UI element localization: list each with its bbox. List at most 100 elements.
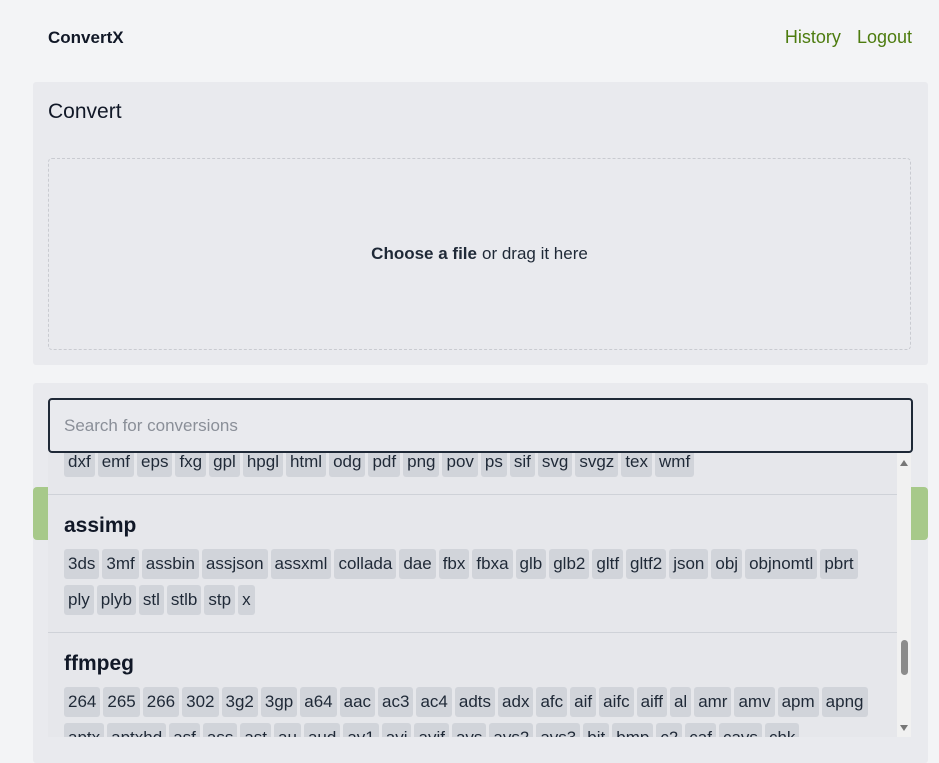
target-tag[interactable]: assxml bbox=[270, 549, 332, 579]
target-tag[interactable]: apm bbox=[777, 687, 819, 717]
convert-panel: Convert Choose a file or drag it here bbox=[33, 82, 928, 365]
target-tag[interactable]: svg bbox=[537, 453, 573, 477]
target-tag[interactable]: obj bbox=[711, 549, 743, 579]
target-tag[interactable]: fbx bbox=[438, 549, 470, 579]
search-input[interactable] bbox=[48, 398, 913, 453]
target-tag[interactable]: collada bbox=[334, 549, 397, 579]
target-tag[interactable]: x bbox=[238, 585, 255, 615]
target-tag[interactable]: glb bbox=[515, 549, 547, 579]
target-tag[interactable]: bmp bbox=[612, 723, 654, 737]
target-tag[interactable]: aif bbox=[570, 687, 597, 717]
logout-link[interactable]: Logout bbox=[856, 27, 912, 47]
target-tag[interactable]: ply bbox=[64, 585, 94, 615]
conversion-group: dxf emf eps fxg gpl hpgl html odg pdf png pov ps sif… bbox=[48, 453, 897, 495]
target-tag[interactable]: pbrt bbox=[820, 549, 858, 579]
target-tag[interactable]: asf bbox=[169, 723, 200, 737]
target-tag[interactable]: avs2 bbox=[489, 723, 534, 737]
target-tag[interactable]: aud bbox=[303, 723, 341, 737]
target-tag[interactable]: json bbox=[669, 549, 709, 579]
target-tag[interactable]: stlb bbox=[166, 585, 202, 615]
target-tag[interactable]: chk bbox=[764, 723, 800, 737]
target-tag[interactable]: avs bbox=[451, 723, 487, 737]
target-tag[interactable]: aifc bbox=[599, 687, 634, 717]
target-tag[interactable]: aptx bbox=[64, 723, 105, 737]
target-tag[interactable]: tex bbox=[621, 453, 652, 477]
target-tag[interactable]: emf bbox=[97, 453, 135, 477]
target-tag[interactable]: fxg bbox=[175, 453, 207, 477]
target-tag[interactable]: pov bbox=[442, 453, 478, 477]
target-tag[interactable]: sif bbox=[509, 453, 535, 477]
target-tag[interactable]: ac4 bbox=[416, 687, 452, 717]
dropzone[interactable]: Choose a file or drag it here bbox=[48, 158, 911, 350]
target-tag[interactable]: 265 bbox=[103, 687, 140, 717]
target-tag[interactable]: 266 bbox=[142, 687, 180, 717]
target-tag[interactable]: html bbox=[285, 453, 327, 477]
target-tag[interactable]: 264 bbox=[64, 687, 101, 717]
target-tag[interactable]: stp bbox=[204, 585, 236, 615]
target-tag[interactable]: wmf bbox=[655, 453, 695, 477]
target-tag[interactable]: avi bbox=[381, 723, 412, 737]
target-tag[interactable]: cavs bbox=[718, 723, 762, 737]
scrollbar-graphic bbox=[900, 460, 908, 731]
target-tag[interactable]: 302 bbox=[182, 687, 219, 717]
target-tag[interactable]: adx bbox=[498, 687, 534, 717]
target-tag[interactable]: odg bbox=[329, 453, 366, 477]
target-tag[interactable]: afc bbox=[536, 687, 568, 717]
target-tag[interactable]: eps bbox=[137, 453, 173, 477]
scrollbar[interactable] bbox=[897, 453, 911, 737]
target-list: 3ds 3mf assbin assjson assxml collada dae fbx fb… bbox=[64, 549, 881, 615]
target-tag[interactable]: a64 bbox=[300, 687, 337, 717]
target-tag[interactable]: ast bbox=[240, 723, 272, 737]
target-tag[interactable]: gpl bbox=[209, 453, 240, 477]
target-tag[interactable]: avs3 bbox=[536, 723, 581, 737]
target-tag[interactable]: au bbox=[274, 723, 301, 737]
target-list: dxf emf eps fxg gpl hpgl html odg pdf png pov ps sif… bbox=[64, 453, 881, 477]
target-tag[interactable]: aiff bbox=[636, 687, 667, 717]
target-tag[interactable]: bit bbox=[583, 723, 610, 737]
target-tag[interactable]: avif bbox=[414, 723, 449, 737]
target-tag[interactable]: apng bbox=[821, 687, 868, 717]
target-tag[interactable]: 3ds bbox=[64, 549, 100, 579]
target-tag[interactable]: caf bbox=[685, 723, 716, 737]
target-tag[interactable]: aptxhd bbox=[107, 723, 167, 737]
target-tag[interactable]: stl bbox=[138, 585, 164, 615]
target-tag[interactable]: 3gp bbox=[260, 687, 298, 717]
target-tag[interactable]: adts bbox=[454, 687, 496, 717]
target-tag[interactable]: ass bbox=[202, 723, 238, 737]
scroll-down[interactable] bbox=[900, 725, 908, 731]
target-tag[interactable]: plyb bbox=[96, 585, 136, 615]
target-tag[interactable]: dxf bbox=[64, 453, 95, 477]
target-tag[interactable]: aac bbox=[339, 687, 376, 717]
target-tag[interactable]: amv bbox=[734, 687, 775, 717]
target-tag[interactable]: dae bbox=[399, 549, 436, 579]
panel-title: Convert bbox=[48, 100, 122, 123]
target-tag[interactable]: png bbox=[403, 453, 440, 477]
scroll-up[interactable] bbox=[900, 460, 908, 466]
group-name: assimp bbox=[64, 514, 137, 537]
target-tag[interactable]: ac3 bbox=[378, 687, 414, 717]
target-tag[interactable]: fbxa bbox=[472, 549, 513, 579]
target-tag[interactable]: 3mf bbox=[102, 549, 139, 579]
dropzone-text: or drag it here bbox=[481, 244, 588, 263]
target-tag[interactable]: al bbox=[669, 687, 692, 717]
target-tag[interactable]: assjson bbox=[201, 549, 268, 579]
target-list: 264 265 266 302 3g2 3gp a64 aac ac3 ac4 adts adx afc… bbox=[64, 687, 881, 737]
history-link[interactable]: History bbox=[784, 27, 841, 47]
target-tag[interactable]: ps bbox=[480, 453, 507, 477]
target-tag[interactable]: amr bbox=[694, 687, 732, 717]
target-tag[interactable]: av1 bbox=[343, 723, 379, 737]
target-tag[interactable]: gltf2 bbox=[626, 549, 667, 579]
target-tag[interactable]: pdf bbox=[368, 453, 401, 477]
target-tag[interactable]: c2 bbox=[656, 723, 683, 737]
target-tag[interactable]: glb2 bbox=[549, 549, 590, 579]
target-tag[interactable]: 3g2 bbox=[221, 687, 258, 717]
target-tag[interactable]: hpgl bbox=[242, 453, 283, 477]
target-tag[interactable]: assbin bbox=[141, 549, 199, 579]
conversion-group: ffmpeg 264 265 266 302 3g2 3gp a64 aac ac3 ac4 adts… bbox=[48, 633, 897, 737]
target-tag[interactable]: gltf bbox=[592, 549, 624, 579]
scroll-thumb[interactable] bbox=[901, 640, 908, 675]
target-tag[interactable]: svgz bbox=[575, 453, 619, 477]
target-tag[interactable]: objnomtl bbox=[745, 549, 818, 579]
